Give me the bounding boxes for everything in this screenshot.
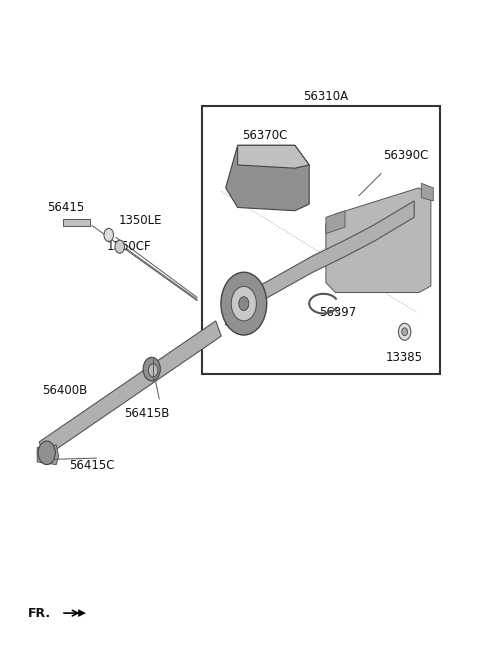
Circle shape [148,364,158,377]
Text: 56310A: 56310A [303,90,348,102]
Circle shape [38,441,55,464]
Circle shape [231,286,256,321]
Text: 56415B: 56415B [124,407,169,420]
Circle shape [104,229,114,242]
Polygon shape [421,183,433,201]
Text: 56390C: 56390C [383,148,429,162]
Text: 1350LE: 1350LE [118,214,162,227]
Circle shape [221,272,267,335]
Circle shape [239,297,249,311]
Text: 56400B: 56400B [42,384,87,397]
Polygon shape [326,211,345,234]
Circle shape [402,328,408,336]
Circle shape [143,357,160,381]
Polygon shape [238,145,309,168]
Text: 13385: 13385 [386,351,423,365]
Text: 56397: 56397 [319,306,356,319]
Polygon shape [226,201,414,325]
Polygon shape [39,321,221,457]
Polygon shape [326,188,431,292]
Text: 56415C: 56415C [69,459,115,472]
Circle shape [398,323,411,340]
Text: FR.: FR. [28,606,51,620]
Polygon shape [37,445,59,464]
Circle shape [115,240,124,253]
Bar [63,219,90,227]
Text: 56415: 56415 [47,201,84,214]
Text: 1360CF: 1360CF [107,240,151,253]
Text: 56370C: 56370C [242,129,288,142]
Polygon shape [226,145,309,211]
Bar [202,106,441,374]
